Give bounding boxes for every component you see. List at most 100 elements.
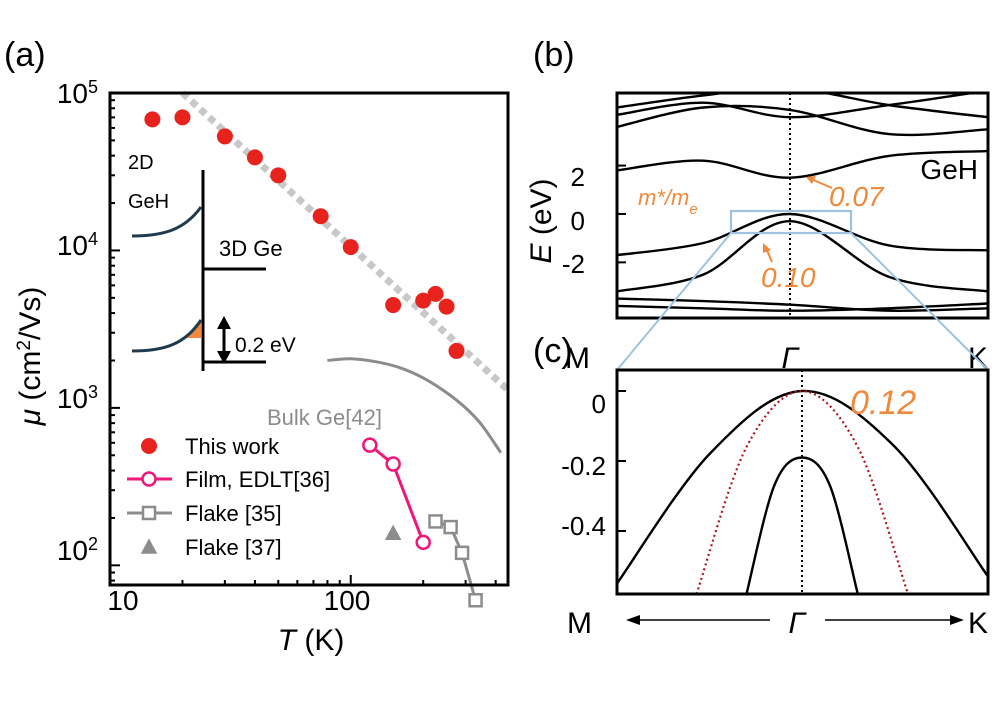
inset-2d-band-top [131,206,203,238]
band-b-1 [617,297,988,312]
mass-label-c: 0.12 [850,384,916,422]
panel-b: 2 0 -2 E (eV) GeH m*/me 0.07 0.10 M Γ K [525,91,990,375]
data-point-0 [385,297,402,314]
data-point-1 [385,456,401,472]
ytick-b--2: -2 [562,249,585,279]
x-unit: (K) [296,624,344,657]
data-point-0 [312,208,329,225]
axes-b [615,91,990,320]
data-point-3 [384,524,402,540]
band-c-1 [745,456,859,594]
series-line-2 [435,520,478,601]
inset-2d-label: 2D [128,152,154,174]
axes-c [615,368,990,596]
band-alignment-inset [131,170,266,371]
band-b-3 [617,212,988,257]
mass-ratio-label: m*/me [638,185,698,218]
legend-marker-film [141,471,157,487]
yticks-b [617,164,626,264]
legend-marker-this-work [141,438,157,454]
legend-this-work: This work [185,434,280,459]
xtick-b-K: K [968,342,988,375]
legend-film: Film, EDLT[36] [185,467,330,492]
bulk-ge-curve [327,357,503,454]
inset-geh-label: GeH [128,191,169,213]
ytick-a-1e2: 102 [57,534,98,566]
data-point-1 [415,534,431,551]
xtick-b-M: M [565,342,590,375]
zoom-connector-right [850,232,989,371]
material-label: GeH [920,154,978,185]
data-point-0 [144,111,161,128]
data-point-0 [448,342,465,359]
band-b-0 [617,302,988,312]
legend-flake37: Flake [37] [185,535,282,560]
y-unit-pre: (cm [14,351,47,409]
mass-valence: 0.10 [761,262,816,293]
inset-gap-label: 0.2 eV [235,334,296,357]
yticks-c [617,390,626,532]
bulk-ge-line [327,357,503,454]
ytick-c--0.4: -0.4 [561,511,606,541]
ytick-a-1e3: 103 [57,382,98,414]
legend-marker-flake35 [141,505,157,521]
data-point-2 [428,514,443,529]
x-axis-label-a: T (K) [278,624,345,657]
data-point-0 [342,239,359,256]
xtick-a-100: 100 [324,585,371,616]
k-path-arrows [626,615,964,625]
data-point-0 [216,128,233,145]
panel-a: Bulk Ge[42] 2D GeH 3D Ge 0.2 eV This wor… [14,77,511,657]
x-var: T [278,624,299,657]
panel-a-label: (a) [4,36,46,74]
band-b-2 [617,219,988,293]
plot-frame-a [108,91,510,587]
band-b-7 [617,93,988,119]
data-point-0 [427,285,444,302]
zoom-connector-left [616,232,732,371]
ytick-b-2: 2 [571,162,585,192]
xtick-a-10: 10 [107,585,138,616]
data-point-0 [438,298,455,315]
ytick-a-1e4: 104 [57,229,98,261]
data-point-2 [468,593,483,608]
inset-2d-band-bottom [131,319,203,353]
panel-b-label: (b) [533,36,575,74]
mass-conduction: 0.07 [829,181,885,212]
data-point-2 [443,519,458,535]
panel-c-label: (c) [533,332,573,370]
xtick-c-gamma: Γ [788,607,807,640]
band-c-2 [695,389,910,594]
ytick-a-1e5: 105 [57,77,98,109]
xtick-c-K: K [968,607,988,640]
inset-gap-arrow-head-down [217,351,231,364]
orange-arrows [763,176,833,263]
band-c-0 [617,389,988,585]
y-axis-label-b: E (eV) [525,178,558,263]
legend-flake35: Flake [35] [185,501,282,526]
zoom-box [729,209,853,235]
band-b-4 [617,149,988,179]
data-series [144,109,483,608]
y-unit-post: /Vs) [14,287,47,340]
data-point-0 [270,167,287,184]
xtick-b-gamma: Γ [781,342,800,375]
y-var: μ [14,409,47,426]
data-point-0 [174,109,191,126]
data-point-1 [362,437,378,453]
y-axis-label-a: μ (cm2/Vs) [14,287,48,427]
ytick-b-0: 0 [571,206,585,236]
ytick-c--0.2: -0.2 [561,451,606,481]
axes-a [108,91,510,587]
data-point-0 [246,149,263,166]
band-b-6 [617,93,981,119]
legend-marker-flake37 [140,538,158,554]
panel-c: 0 -0.2 -0.4 0.12 M Γ K [561,368,990,640]
legend [127,438,172,554]
xtick-c-M: M [567,607,592,640]
data-point-0 [415,292,432,309]
y-unit-sup: 2 [14,340,35,351]
bulk-ge-label: Bulk Ge[42] [267,405,382,430]
inset-gap-arrow-head-up [217,316,231,329]
